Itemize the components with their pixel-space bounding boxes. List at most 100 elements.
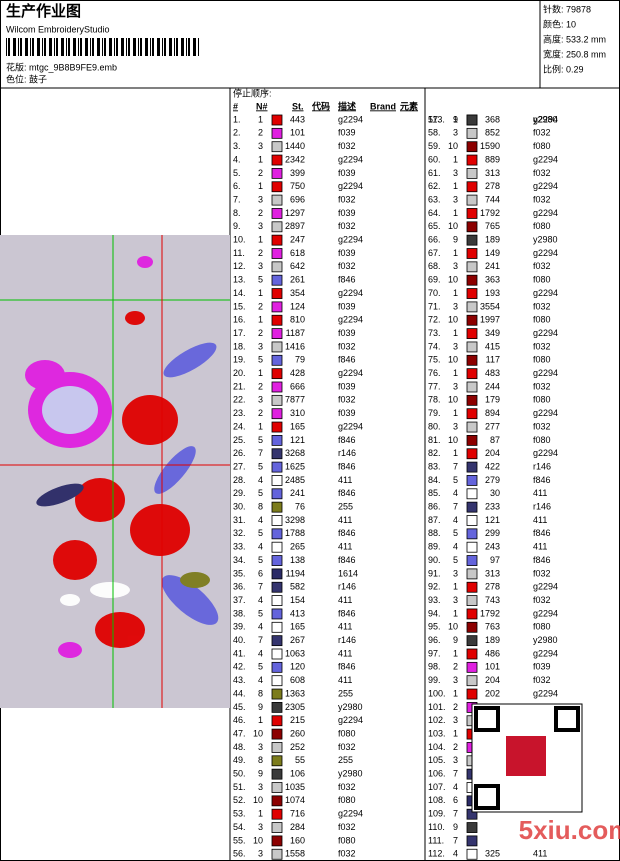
code: f080 (533, 141, 551, 151)
code: f032 (533, 194, 551, 204)
row-number: 49. (233, 755, 246, 765)
code: f039 (338, 208, 356, 218)
color-swatch (466, 261, 478, 273)
needle: 9 (258, 769, 263, 779)
code: f039 (338, 381, 356, 391)
stitches: 76 (295, 502, 305, 512)
stitches: 215 (290, 715, 305, 725)
row-number: 79. (428, 408, 441, 418)
code: r146 (533, 461, 551, 471)
stitches: 422 (485, 461, 500, 471)
needle: 10 (448, 221, 458, 231)
stitches: 428 (290, 368, 305, 378)
stitches: 277 (485, 421, 500, 431)
stitches: 149 (485, 248, 500, 258)
code: f080 (533, 275, 551, 285)
row-number: 84. (428, 475, 441, 485)
code: g2294 (533, 608, 558, 618)
row-number: 78. (428, 395, 441, 405)
needle: 5 (453, 528, 458, 538)
stitches: 154 (290, 595, 305, 605)
code: f080 (338, 835, 356, 845)
code: 411 (533, 849, 547, 859)
code: g2294 (533, 181, 558, 191)
row-number: 102. (428, 715, 446, 725)
stitches: 810 (290, 315, 305, 325)
stitches: 30 (490, 488, 500, 498)
bar (97, 38, 100, 56)
needle: 7 (453, 769, 458, 779)
code: 411 (338, 675, 352, 685)
code: f846 (338, 608, 356, 618)
row-number: 90. (428, 555, 441, 565)
needle: 1 (453, 368, 458, 378)
colorway: 色位: 鼓子 (6, 73, 47, 84)
color-swatch (271, 421, 283, 433)
column-header: 代码 (311, 100, 330, 111)
row-number: 34. (233, 555, 246, 565)
row-number: 2. (233, 128, 241, 138)
row-number: 81. (428, 435, 441, 445)
needle: 1 (453, 208, 458, 218)
row-number: 51. (233, 782, 246, 792)
needle: 1 (258, 154, 263, 164)
needle: 10 (448, 435, 458, 445)
bar (128, 38, 130, 56)
color-swatch (466, 141, 478, 153)
bar (61, 38, 64, 56)
needle: 1 (258, 368, 263, 378)
needle: 8 (258, 755, 263, 765)
needle: 10 (448, 315, 458, 325)
code: f032 (338, 141, 356, 151)
row-number: 67. (428, 248, 441, 258)
code: y2980 (533, 235, 558, 245)
code: f846 (338, 488, 356, 498)
color-swatch (271, 141, 283, 153)
row-number: 33. (233, 542, 246, 552)
code: f032 (533, 128, 551, 138)
stitches: 413 (290, 608, 305, 618)
bar (176, 38, 178, 56)
needle: 1 (258, 181, 263, 191)
stitches: 189 (485, 635, 500, 645)
stitches: 165 (290, 622, 305, 632)
needle: 4 (453, 542, 458, 552)
row-number: 66. (428, 235, 441, 245)
color-swatch (271, 568, 283, 580)
needle: 9 (453, 114, 458, 124)
code: g2294 (533, 368, 558, 378)
row-number: 55. (233, 835, 246, 845)
code: y2980 (338, 769, 363, 779)
code: f846 (338, 461, 356, 471)
code: f032 (338, 822, 356, 832)
color-swatch (271, 288, 283, 299)
stitches: 241 (290, 488, 305, 498)
row-number: 13. (233, 275, 246, 285)
code: g2294 (338, 114, 363, 124)
stitches: 2305 (285, 702, 305, 712)
stitches: 247 (290, 235, 305, 245)
stitches: 106 (290, 769, 305, 779)
bar (56, 38, 58, 56)
needle: 2 (258, 381, 263, 391)
needle: 10 (448, 355, 458, 365)
row-number: 6. (233, 181, 241, 191)
stitches: 1297 (285, 208, 305, 218)
color-swatch (271, 742, 283, 753)
code: f080 (533, 622, 551, 632)
stitches: 1063 (285, 648, 305, 658)
code: f032 (533, 168, 551, 178)
row-number: 64. (428, 208, 441, 218)
row-number: 42. (233, 662, 246, 672)
code: 255 (338, 755, 353, 765)
needle: 10 (253, 728, 263, 738)
row-number: 96. (428, 635, 441, 645)
color-swatch (466, 688, 478, 700)
code: f846 (338, 662, 356, 672)
stitches: 349 (485, 328, 500, 338)
bar (193, 38, 196, 56)
row-number: 59. (428, 141, 441, 151)
row-number: 45. (233, 702, 246, 712)
row-number: 100. (428, 688, 446, 698)
bar (90, 38, 91, 56)
